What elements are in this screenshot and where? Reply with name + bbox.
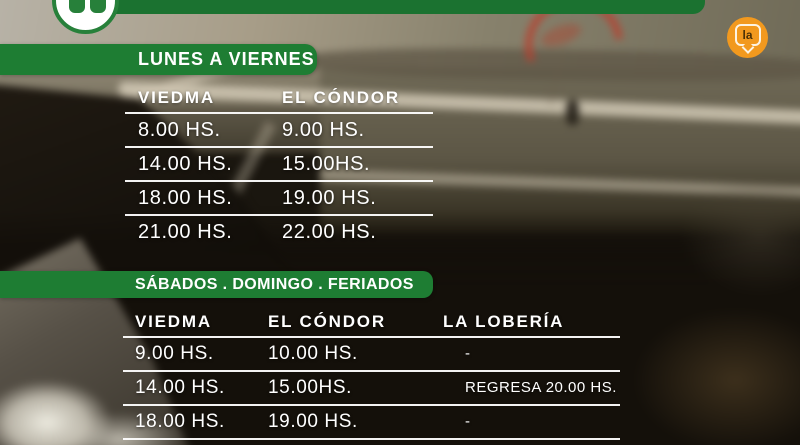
table-header-row: VIEDMA EL CÓNDOR [125,84,433,114]
column-header: VIEDMA [138,88,215,107]
schedule-cell: 18.00 HS. [135,411,225,432]
table-row: 14.00 HS. 15.00HS. REGRESA 20.00 HS. [123,372,620,406]
weekday-schedule-table: VIEDMA EL CÓNDOR 8.00 HS. 9.00 HS. 14.00 HS… [125,84,433,248]
schedule-cell: 15.00HS. [282,153,371,175]
logo-glyph [69,0,85,13]
schedule-cell: 18.00 HS. [138,187,233,209]
schedule-cell: 10.00 HS. [268,343,358,364]
paraglider-pilot [566,100,579,125]
weekday-banner: LUNES A VIERNES [0,44,317,75]
bus-logo-icon [52,0,119,34]
weekend-banner: SÁBADOS . DOMINGO . FERIADOS [0,271,433,298]
column-header: LA LOBERÍA [443,312,565,331]
schedule-cell: - [465,413,471,430]
table-body: 9.00 HS. 10.00 HS. - 14.00 HS. 15.00HS. REGRE… [123,338,620,440]
table-header-row: VIEDMA EL CÓNDOR LA LOBERÍA [123,308,620,338]
schedule-cell: 14.00 HS. [138,153,233,175]
table-row: 14.00 HS. 15.00HS. [125,148,433,182]
weekend-schedule-table: VIEDMA EL CÓNDOR LA LOBERÍA 9.00 HS. 10.00 … [123,308,620,440]
schedule-cell: 9.00 HS. [135,343,214,364]
weekend-banner-label: SÁBADOS . DOMINGO . FERIADOS [135,275,414,293]
schedule-cell: 15.00HS. [268,377,353,398]
logo-glyph [90,0,106,13]
top-brand-bar [84,0,705,14]
table-body: 8.00 HS. 9.00 HS. 14.00 HS. 15.00HS. 18.00 H… [125,114,433,248]
schedule-cell: 21.00 HS. [138,221,233,243]
schedule-cell: 19.00 HS. [268,411,358,432]
weekday-banner-label: LUNES A VIERNES [138,49,315,69]
schedule-cell: 9.00 HS. [282,119,365,141]
schedule-cell: 22.00 HS. [282,221,377,243]
schedule-cell: 8.00 HS. [138,119,221,141]
table-row: 18.00 HS. 19.00 HS. - [123,406,620,440]
schedule-cell: - [465,345,471,362]
column-header: EL CÓNDOR [282,88,400,107]
column-header: VIEDMA [135,312,212,331]
la-media-badge: la [727,17,768,58]
schedule-cell: 19.00 HS. [282,187,377,209]
table-row: 18.00 HS. 19.00 HS. [125,182,433,216]
schedule-cell: 14.00 HS. [135,377,225,398]
table-row: 8.00 HS. 9.00 HS. [125,114,433,148]
column-header: EL CÓNDOR [268,312,386,331]
table-row: 21.00 HS. 22.00 HS. [125,216,433,248]
table-row: 9.00 HS. 10.00 HS. - [123,338,620,372]
schedule-cell: REGRESA 20.00 HS. [465,379,617,396]
